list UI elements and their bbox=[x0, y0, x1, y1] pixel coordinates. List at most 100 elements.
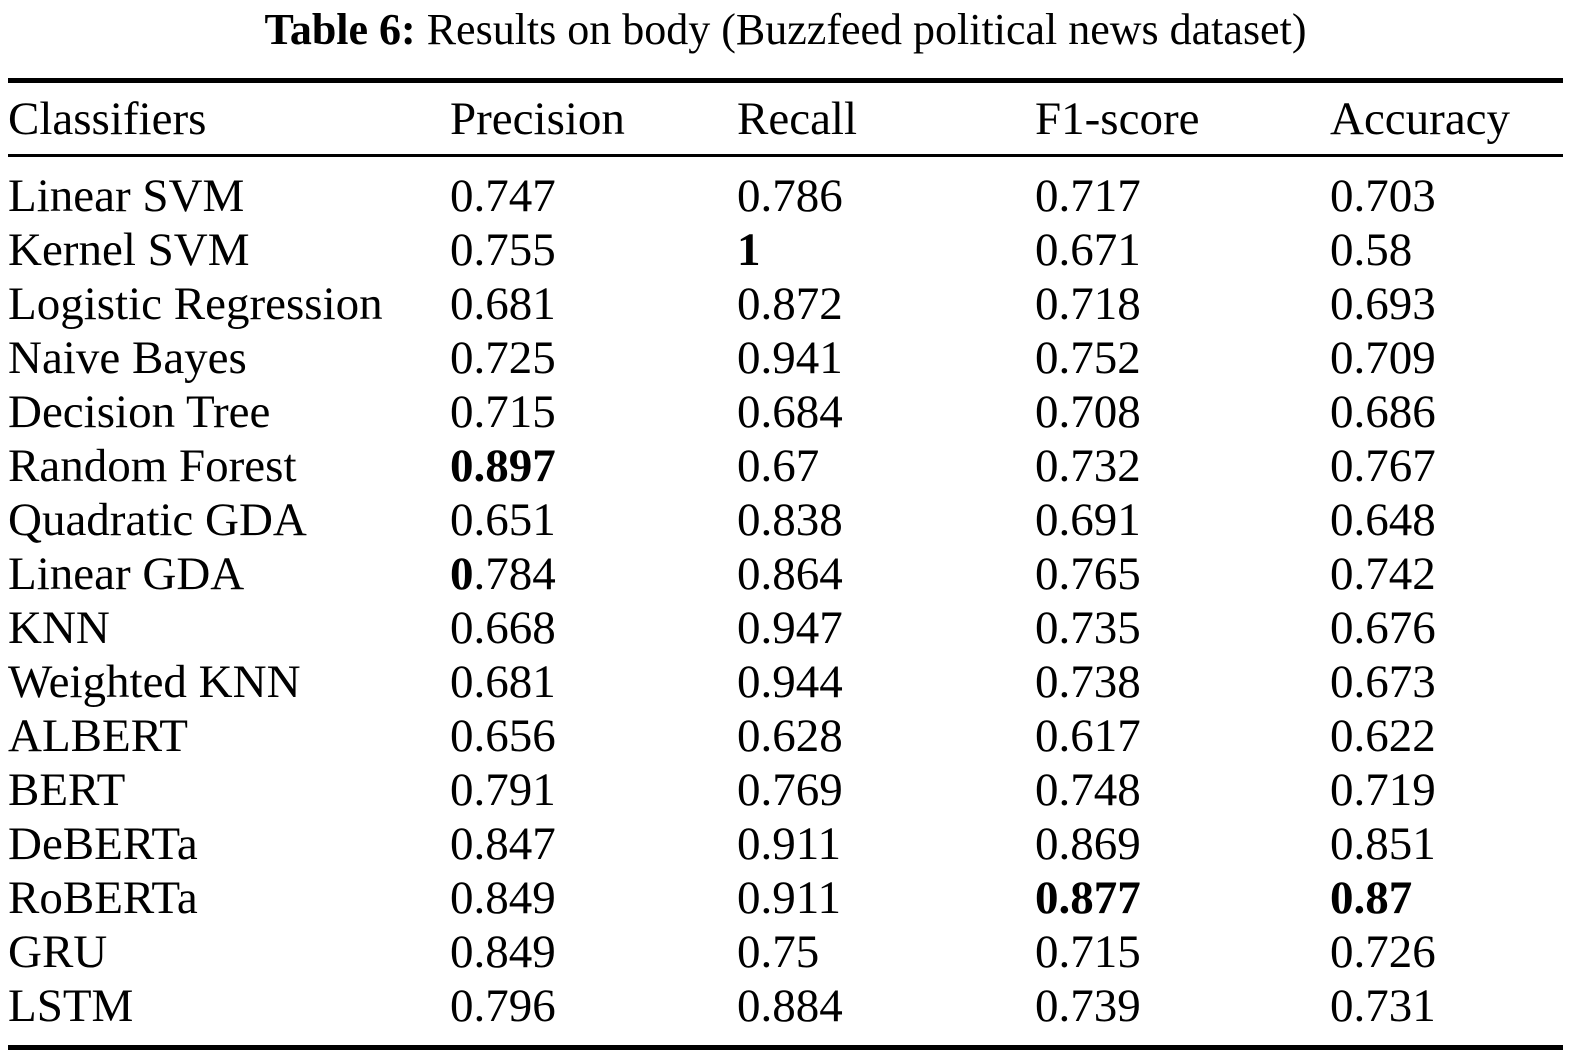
recall-cell: 1 bbox=[737, 223, 1035, 277]
precision-cell: 0.849 bbox=[450, 872, 556, 924]
precision-cell: 0.668 bbox=[450, 602, 556, 654]
table-row: BERT 0.791 0.769 0.748 0.719 bbox=[8, 763, 1563, 817]
bold-value: 1 bbox=[737, 224, 761, 276]
classifier-cell: Random Forest bbox=[8, 440, 297, 492]
accuracy-cell: 0.648 bbox=[1330, 494, 1436, 546]
precision-cell: 0.656 bbox=[450, 710, 556, 762]
table-row: Random Forest 0.897 0.67 0.732 0.767 bbox=[8, 439, 1563, 493]
accuracy-cell: 0.58 bbox=[1330, 224, 1413, 276]
table-caption-label: Table 6: bbox=[264, 5, 416, 54]
f1-score-cell: 0.735 bbox=[1035, 602, 1141, 654]
classifier-cell: DeBERTa bbox=[8, 818, 198, 870]
recall-cell: 0.786 bbox=[737, 170, 843, 222]
recall-cell: 0.838 bbox=[737, 494, 843, 546]
f1-score-cell: 0.752 bbox=[1035, 332, 1141, 384]
accuracy-cell: 0.673 bbox=[1330, 656, 1436, 708]
recall-cell: 0.769 bbox=[737, 764, 843, 816]
table-row: LSTM 0.796 0.884 0.739 0.731 bbox=[8, 979, 1563, 1048]
precision-cell: 0.725 bbox=[450, 332, 556, 384]
recall-cell: 0.872 bbox=[737, 278, 843, 330]
accuracy-cell: 0.742 bbox=[1330, 548, 1436, 600]
accuracy-cell: 0.693 bbox=[1330, 278, 1436, 330]
table-header-row: Classifiers Precision Recall F1-score Ac… bbox=[8, 80, 1563, 157]
f1-score-cell: 0.748 bbox=[1035, 764, 1141, 816]
recall-cell: 0.947 bbox=[737, 602, 843, 654]
accuracy-cell: 0.87 bbox=[1330, 871, 1563, 925]
table-row: Naive Bayes 0.725 0.941 0.752 0.709 bbox=[8, 331, 1563, 385]
recall-cell: 0.911 bbox=[737, 872, 842, 924]
classifier-cell: ALBERT bbox=[8, 710, 188, 762]
precision-cell: 0.681 bbox=[450, 656, 556, 708]
recall-cell: 0.628 bbox=[737, 710, 843, 762]
column-header-f1-score: F1-score bbox=[1035, 80, 1330, 157]
classifier-cell: Linear SVM bbox=[8, 170, 245, 222]
column-header-precision: Precision bbox=[450, 80, 737, 157]
recall-cell: 0.67 bbox=[737, 440, 820, 492]
bold-value: 0.87 bbox=[1330, 872, 1413, 924]
column-header-recall: Recall bbox=[737, 80, 1035, 157]
precision-cell: 0.651 bbox=[450, 494, 556, 546]
table-row: KNN 0.668 0.947 0.735 0.676 bbox=[8, 601, 1563, 655]
recall-cell: 0.941 bbox=[737, 332, 843, 384]
table-row: Quadratic GDA 0.651 0.838 0.691 0.648 bbox=[8, 493, 1563, 547]
f1-score-cell: 0.877 bbox=[1035, 871, 1330, 925]
precision-cell: 0.784 bbox=[450, 548, 556, 600]
accuracy-cell: 0.709 bbox=[1330, 332, 1436, 384]
classifier-cell: RoBERTa bbox=[8, 872, 198, 924]
recall-cell: 0.911 bbox=[737, 818, 842, 870]
f1-score-cell: 0.765 bbox=[1035, 548, 1141, 600]
recall-cell: 0.75 bbox=[737, 926, 820, 978]
precision-cell: 0.897 bbox=[450, 439, 737, 493]
results-table: Classifiers Precision Recall F1-score Ac… bbox=[8, 78, 1563, 1050]
accuracy-cell: 0.686 bbox=[1330, 386, 1436, 438]
classifier-cell: LSTM bbox=[8, 980, 134, 1032]
f1-score-cell: 0.708 bbox=[1035, 386, 1141, 438]
precision-cell: 0.755 bbox=[450, 224, 556, 276]
bold-value: 0 bbox=[450, 548, 474, 600]
f1-score-cell: 0.869 bbox=[1035, 818, 1141, 870]
bold-value: 0.897 bbox=[450, 440, 556, 492]
table-row: GRU 0.849 0.75 0.715 0.726 bbox=[8, 925, 1563, 979]
f1-score-cell: 0.738 bbox=[1035, 656, 1141, 708]
classifier-cell: Logistic Regression bbox=[8, 278, 383, 330]
precision-cell: 0.796 bbox=[450, 980, 556, 1032]
recall-cell: 0.684 bbox=[737, 386, 843, 438]
table-body: Linear SVM 0.747 0.786 0.717 0.703 Kernel SVM… bbox=[8, 156, 1563, 1048]
table-row: Weighted KNN 0.681 0.944 0.738 0.673 bbox=[8, 655, 1563, 709]
column-header-classifiers: Classifiers bbox=[8, 80, 450, 157]
accuracy-cell: 0.851 bbox=[1330, 818, 1436, 870]
classifier-cell: BERT bbox=[8, 764, 126, 816]
f1-score-cell: 0.739 bbox=[1035, 980, 1141, 1032]
table-row: Decision Tree 0.715 0.684 0.708 0.686 bbox=[8, 385, 1563, 439]
table-caption-text: Results on body (Buzzfeed political news… bbox=[415, 5, 1307, 54]
f1-score-cell: 0.717 bbox=[1035, 170, 1141, 222]
accuracy-cell: 0.731 bbox=[1330, 980, 1436, 1032]
precision-cell: 0.747 bbox=[450, 170, 556, 222]
accuracy-cell: 0.719 bbox=[1330, 764, 1436, 816]
precision-cell: 0.715 bbox=[450, 386, 556, 438]
accuracy-cell: 0.676 bbox=[1330, 602, 1436, 654]
table-row: Logistic Regression 0.681 0.872 0.718 0.693 bbox=[8, 277, 1563, 331]
table-caption: Table 6: Results on body (Buzzfeed polit… bbox=[0, 0, 1571, 60]
f1-score-cell: 0.715 bbox=[1035, 926, 1141, 978]
column-header-accuracy: Accuracy bbox=[1330, 80, 1563, 157]
f1-score-cell: 0.718 bbox=[1035, 278, 1141, 330]
recall-cell: 0.944 bbox=[737, 656, 843, 708]
table-row: Linear SVM 0.747 0.786 0.717 0.703 bbox=[8, 156, 1563, 224]
classifier-cell: Kernel SVM bbox=[8, 224, 250, 276]
classifier-cell: Decision Tree bbox=[8, 386, 271, 438]
f1-score-cell: 0.671 bbox=[1035, 224, 1141, 276]
classifier-cell: Quadratic GDA bbox=[8, 494, 307, 546]
accuracy-cell: 0.622 bbox=[1330, 710, 1436, 762]
classifier-cell: KNN bbox=[8, 602, 110, 654]
f1-score-cell: 0.617 bbox=[1035, 710, 1141, 762]
accuracy-cell: 0.703 bbox=[1330, 170, 1436, 222]
precision-cell: 0.791 bbox=[450, 764, 556, 816]
precision-cell: 0.847 bbox=[450, 818, 556, 870]
classifier-cell: Naive Bayes bbox=[8, 332, 247, 384]
classifier-cell: Weighted KNN bbox=[8, 656, 301, 708]
f1-score-cell: 0.732 bbox=[1035, 440, 1141, 492]
table-row: DeBERTa 0.847 0.911 0.869 0.851 bbox=[8, 817, 1563, 871]
table-row: RoBERTa 0.849 0.911 0.877 0.87 bbox=[8, 871, 1563, 925]
accuracy-cell: 0.767 bbox=[1330, 440, 1436, 492]
